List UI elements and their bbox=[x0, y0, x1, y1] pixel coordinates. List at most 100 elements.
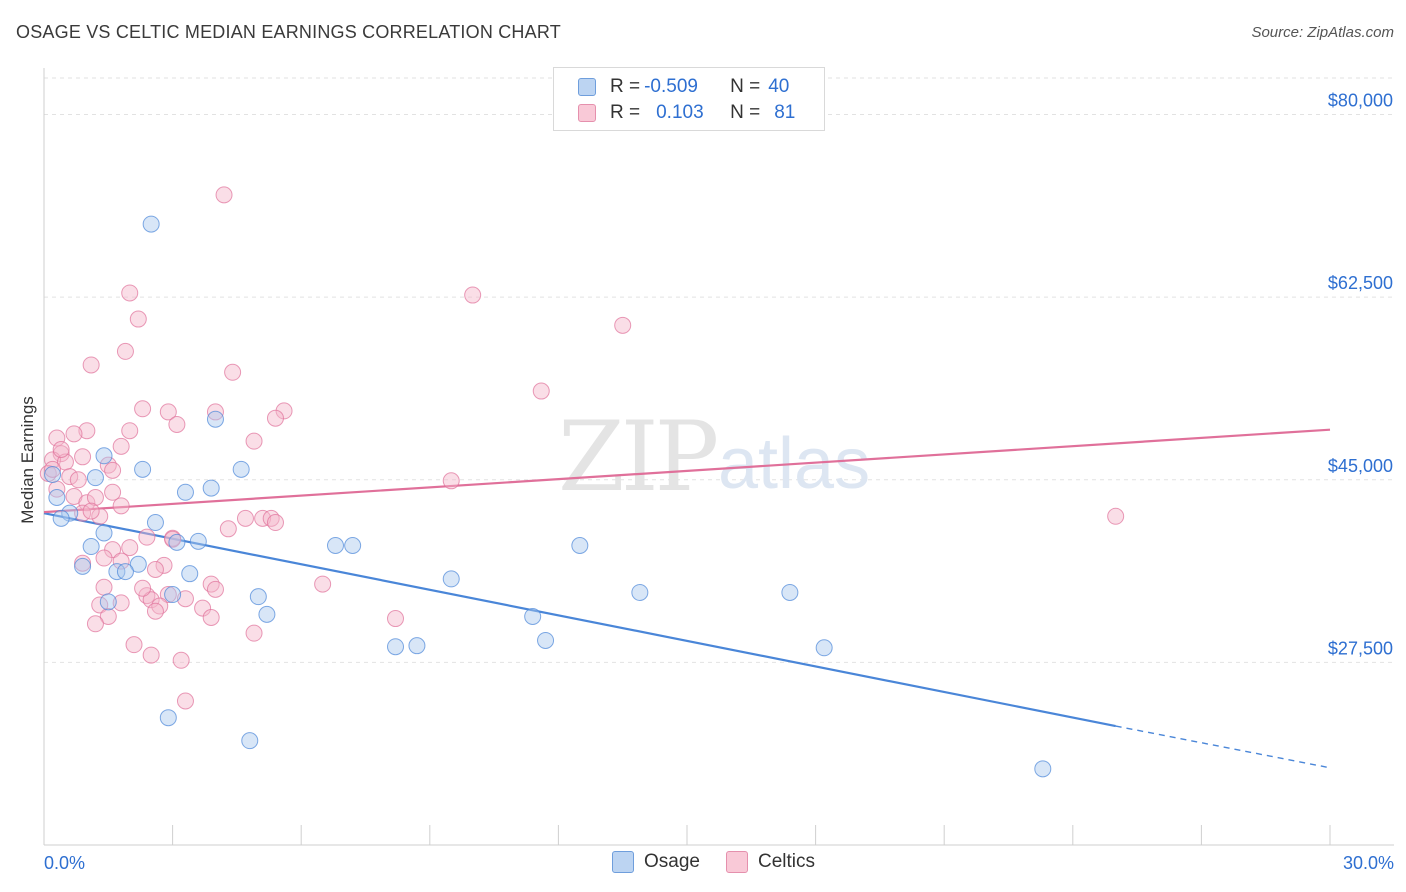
point-celtics bbox=[206, 580, 224, 598]
point-celtics bbox=[387, 610, 405, 628]
point-celtics bbox=[48, 429, 66, 447]
point-celtics bbox=[69, 471, 87, 489]
legend-r-label: R = bbox=[610, 102, 641, 123]
chart-title: OSAGE VS CELTIC MEDIAN EARNINGS CORRELAT… bbox=[16, 22, 561, 42]
point-osage bbox=[524, 607, 542, 625]
legend-swatch-celtics bbox=[578, 104, 596, 122]
point-celtics bbox=[146, 602, 164, 620]
point-osage bbox=[206, 410, 224, 428]
point-celtics bbox=[224, 363, 242, 381]
legend-r-value: 0.103 bbox=[656, 102, 704, 123]
point-osage bbox=[146, 514, 164, 532]
watermark-zip: ZIP bbox=[558, 401, 717, 513]
point-celtics bbox=[121, 539, 139, 557]
point-celtics bbox=[245, 432, 263, 450]
point-celtics bbox=[82, 356, 100, 374]
point-celtics bbox=[82, 502, 100, 520]
point-osage bbox=[86, 469, 104, 487]
series-label-osage: Osage bbox=[644, 851, 700, 872]
point-osage bbox=[48, 489, 66, 507]
point-celtics bbox=[78, 422, 96, 440]
point-celtics bbox=[254, 509, 272, 527]
y-tick-label: $27,500 bbox=[1328, 638, 1393, 658]
point-osage bbox=[232, 460, 250, 478]
point-celtics bbox=[142, 646, 160, 664]
point-celtics bbox=[159, 403, 177, 421]
point-osage bbox=[176, 483, 194, 501]
point-osage bbox=[408, 637, 426, 655]
point-osage bbox=[74, 557, 92, 575]
point-osage bbox=[181, 565, 199, 583]
trend-line-extension-osage bbox=[1115, 725, 1331, 769]
point-celtics bbox=[266, 409, 284, 427]
point-celtics bbox=[44, 460, 62, 478]
point-celtics bbox=[121, 422, 139, 440]
point-celtics bbox=[176, 692, 194, 710]
point-osage bbox=[387, 638, 405, 656]
point-celtics bbox=[314, 575, 332, 593]
point-celtics bbox=[112, 594, 130, 612]
point-osage bbox=[142, 215, 160, 233]
point-celtics bbox=[236, 509, 254, 527]
point-celtics bbox=[159, 586, 177, 604]
point-celtics bbox=[172, 651, 190, 669]
point-celtics bbox=[52, 445, 70, 463]
point-osage bbox=[82, 538, 100, 556]
series-legend: Osage Celtics bbox=[612, 851, 841, 873]
point-osage bbox=[99, 593, 117, 611]
y-tick-label: $45,000 bbox=[1328, 456, 1393, 476]
point-osage bbox=[202, 479, 220, 497]
point-osage bbox=[258, 605, 276, 623]
point-celtics bbox=[614, 316, 632, 334]
point-celtics bbox=[95, 578, 113, 596]
point-celtics bbox=[112, 497, 130, 515]
point-celtics bbox=[138, 528, 156, 546]
point-celtics bbox=[78, 494, 96, 512]
point-osage bbox=[1034, 760, 1052, 778]
y-tick-label: $80,000 bbox=[1328, 91, 1393, 111]
point-osage bbox=[159, 709, 177, 727]
point-osage bbox=[168, 533, 186, 551]
series-swatch-celtics bbox=[725, 851, 748, 873]
point-osage bbox=[95, 447, 113, 465]
point-osage bbox=[631, 583, 649, 601]
legend-row-osage: R = -0.509 N = 40 bbox=[578, 74, 789, 100]
point-celtics bbox=[121, 284, 139, 302]
legend-row-celtics: R = 0.103 N = 81 bbox=[578, 100, 795, 126]
point-osage bbox=[95, 524, 113, 542]
point-celtics bbox=[116, 342, 134, 360]
point-celtics bbox=[245, 624, 263, 642]
point-celtics bbox=[1107, 507, 1125, 525]
legend-swatch-osage bbox=[578, 78, 596, 96]
point-osage bbox=[344, 537, 362, 555]
point-osage bbox=[571, 537, 589, 555]
point-celtics bbox=[112, 437, 130, 455]
point-osage bbox=[134, 460, 152, 478]
point-osage bbox=[781, 583, 799, 601]
point-celtics bbox=[219, 520, 237, 538]
point-celtics bbox=[176, 590, 194, 608]
point-osage bbox=[164, 586, 182, 604]
point-osage bbox=[116, 563, 134, 581]
point-osage bbox=[108, 563, 126, 581]
series-legend-celtics: Celtics bbox=[725, 851, 815, 873]
y-axis-label: Median Earnings bbox=[18, 396, 37, 524]
point-celtics bbox=[266, 514, 284, 532]
point-celtics bbox=[91, 507, 109, 525]
point-celtics bbox=[104, 461, 122, 479]
point-celtics bbox=[206, 403, 224, 421]
point-celtics bbox=[86, 489, 104, 507]
point-osage bbox=[44, 466, 62, 484]
point-celtics bbox=[125, 636, 143, 654]
point-celtics bbox=[464, 286, 482, 304]
point-celtics bbox=[134, 400, 152, 418]
point-celtics bbox=[65, 425, 83, 443]
trend-line-osage bbox=[43, 512, 1116, 728]
legend-r-label: R = bbox=[610, 76, 641, 97]
point-celtics bbox=[442, 472, 460, 490]
point-celtics bbox=[95, 549, 113, 567]
point-celtics bbox=[112, 552, 130, 570]
watermark: ZIP atlas bbox=[558, 401, 870, 513]
point-celtics bbox=[52, 440, 70, 458]
